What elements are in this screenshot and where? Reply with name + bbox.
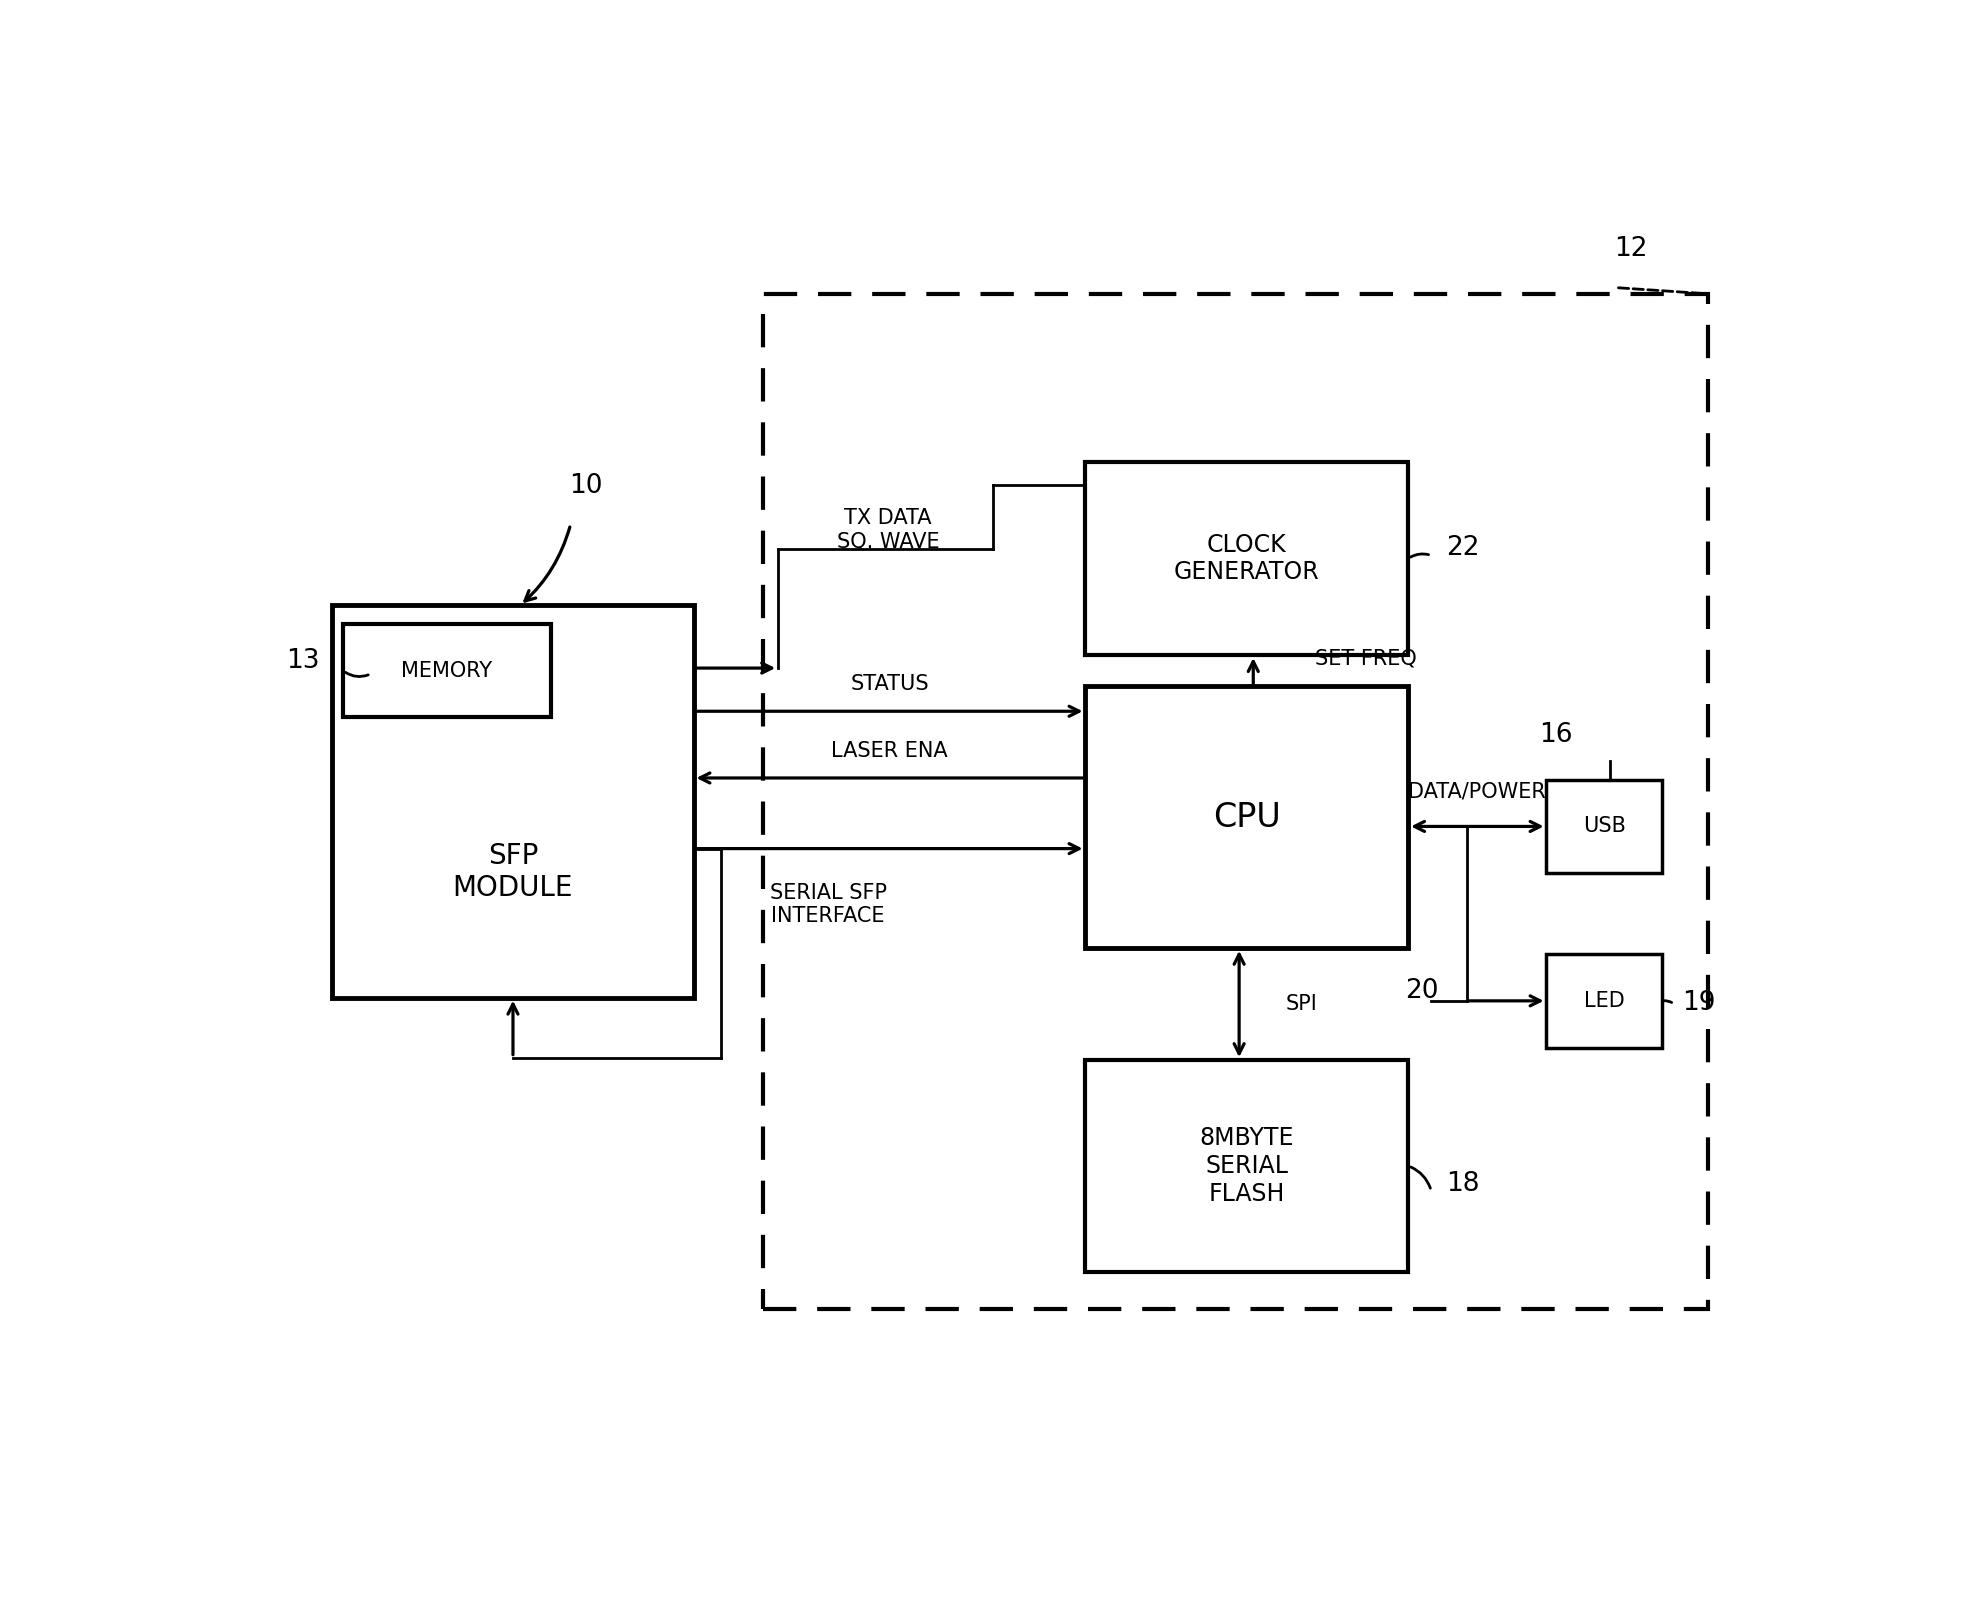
Text: CPU: CPU [1213, 801, 1280, 833]
FancyBboxPatch shape [1546, 780, 1661, 874]
Text: DATA/POWER: DATA/POWER [1407, 781, 1546, 801]
Text: TX DATA
SQ. WAVE: TX DATA SQ. WAVE [836, 508, 939, 552]
Text: USB: USB [1582, 817, 1625, 837]
Text: SERIAL SFP
INTERFACE: SERIAL SFP INTERFACE [769, 883, 886, 925]
Text: LED: LED [1584, 990, 1623, 1011]
FancyBboxPatch shape [1084, 463, 1407, 655]
Text: SET FREQ: SET FREQ [1314, 649, 1415, 668]
Text: 13: 13 [285, 647, 319, 673]
FancyBboxPatch shape [1084, 686, 1407, 948]
Text: 22: 22 [1447, 536, 1479, 561]
Text: STATUS: STATUS [850, 673, 928, 694]
Text: 12: 12 [1613, 236, 1647, 262]
Text: 20: 20 [1405, 977, 1437, 1003]
Text: MEMORY: MEMORY [400, 660, 492, 681]
Text: 18: 18 [1447, 1171, 1479, 1197]
Text: 16: 16 [1538, 722, 1572, 749]
FancyBboxPatch shape [343, 625, 551, 717]
Text: CLOCK
GENERATOR: CLOCK GENERATOR [1173, 532, 1318, 584]
Text: 10: 10 [569, 472, 603, 500]
FancyBboxPatch shape [333, 605, 694, 998]
Text: 8MBYTE
SERIAL
FLASH: 8MBYTE SERIAL FLASH [1199, 1126, 1294, 1205]
Text: SFP
MODULE: SFP MODULE [452, 841, 573, 903]
FancyBboxPatch shape [1084, 1060, 1407, 1272]
Text: 19: 19 [1681, 990, 1714, 1016]
Text: LASER ENA: LASER ENA [830, 741, 947, 760]
FancyBboxPatch shape [1546, 955, 1661, 1047]
Text: SPI: SPI [1284, 993, 1316, 1014]
